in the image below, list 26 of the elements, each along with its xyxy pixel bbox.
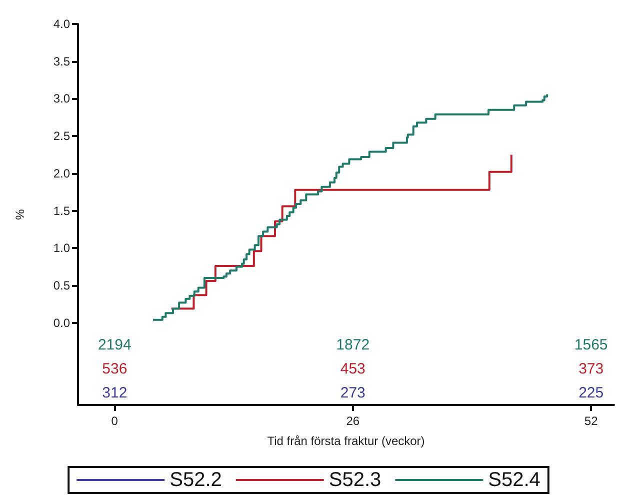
legend-label: S52.2 bbox=[170, 469, 222, 491]
annotation: 1565 bbox=[574, 336, 608, 354]
x-tick-label: 52 bbox=[584, 414, 598, 428]
annotation: 312 bbox=[102, 384, 128, 402]
annotation: 273 bbox=[340, 384, 366, 402]
x-axis-title: Tid från första fraktur (veckor) bbox=[267, 434, 425, 448]
annotation: 453 bbox=[340, 360, 366, 378]
y-tick-label: 0.0 bbox=[53, 316, 70, 330]
x-tick-label: 26 bbox=[346, 414, 360, 428]
y-tick-label: 1.0 bbox=[53, 241, 70, 256]
annotation: 536 bbox=[102, 360, 128, 378]
annotation: 1872 bbox=[336, 336, 370, 354]
x-tick-label: 0 bbox=[111, 414, 118, 428]
y-tick-label: 0.5 bbox=[53, 278, 70, 292]
y-tick-label: 3.0 bbox=[53, 92, 70, 106]
y-tick-label: 4.0 bbox=[53, 17, 70, 31]
y-tick-label: 1.5 bbox=[53, 204, 70, 218]
y-tick-label: 2.0 bbox=[53, 166, 70, 180]
y-tick-label: 3.5 bbox=[53, 54, 70, 68]
y-axis-title: % bbox=[13, 208, 27, 220]
annotation: 373 bbox=[578, 360, 604, 378]
annotation: 225 bbox=[578, 384, 604, 402]
annotation: 2194 bbox=[98, 336, 132, 354]
y-tick-label: 2.5 bbox=[53, 129, 70, 144]
legend-label: S52.4 bbox=[488, 469, 540, 491]
legend-label: S52.3 bbox=[328, 469, 382, 491]
